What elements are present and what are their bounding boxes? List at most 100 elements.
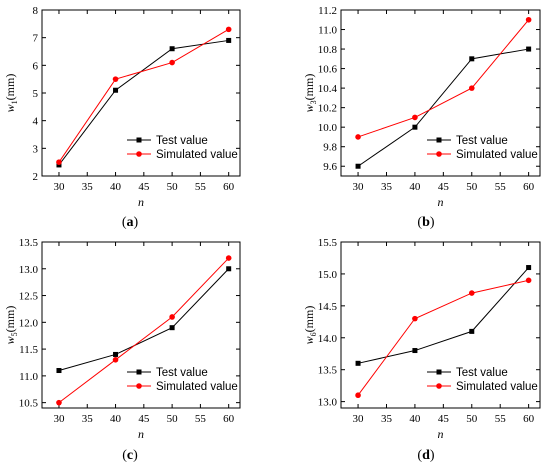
caption-letter: b	[422, 215, 430, 230]
y-axis-label: w5(mm)	[3, 306, 19, 345]
y-tick-label: 10.4	[318, 83, 338, 95]
data-point-simulated	[56, 399, 62, 406]
x-tick-label: 35	[82, 181, 94, 193]
legend-marker-square	[136, 137, 142, 143]
y-axis-label-unit: (mm)	[302, 306, 316, 333]
x-tick-label: 30	[53, 181, 65, 193]
y-tick-label: 11.0	[318, 25, 337, 37]
x-axis-label: n	[138, 195, 144, 209]
caption-letter: c	[127, 448, 133, 463]
x-tick-label: 50	[466, 181, 478, 193]
legend: Test value Simulated value	[127, 367, 238, 393]
x-tick-label: 40	[110, 413, 122, 425]
y-tick-label: 6	[33, 60, 39, 72]
data-point-test	[226, 266, 232, 272]
x-tick-label: 40	[409, 181, 421, 193]
y-tick-label: 11.5	[19, 344, 38, 356]
series-line-test	[357, 267, 530, 364]
x-tick-label: 35	[381, 181, 393, 193]
data-point-simulated	[468, 85, 475, 91]
x-tick-label: 35	[381, 413, 393, 425]
x-tick-label: 45	[438, 181, 450, 193]
data-point-simulated	[412, 114, 418, 121]
legend: Test value Simulated value	[427, 367, 538, 393]
data-point-test	[113, 87, 119, 93]
data-point-simulated	[112, 76, 119, 82]
y-axis-label-sub: 1	[10, 100, 19, 104]
x-tick-label: 45	[138, 413, 150, 425]
legend-label: Simulated value	[456, 149, 538, 161]
x-tick-label: 30	[353, 181, 365, 193]
legend-label: Simulated value	[156, 149, 238, 161]
y-tick-label: 10.5	[19, 398, 39, 410]
plot-frame	[41, 241, 241, 409]
caption-paren-close: )	[133, 448, 138, 463]
data-point-simulated	[225, 255, 232, 261]
y-axis-label-sub: 6	[309, 332, 318, 336]
caption-paren-open: (	[417, 448, 422, 463]
y-axis-label-unit: (mm)	[302, 74, 316, 101]
data-point-test	[113, 351, 119, 357]
x-axis-label: n	[138, 427, 144, 441]
data-point-test	[226, 37, 232, 43]
y-tick-label: 11.0	[19, 371, 38, 383]
caption-paren-open: (	[417, 215, 422, 230]
y-tick-label: 13.5	[318, 365, 338, 377]
legend-marker-circle	[436, 151, 442, 157]
data-point-test	[469, 56, 475, 62]
legend: Test value Simulated value	[427, 135, 538, 161]
x-tick-label: 50	[167, 181, 179, 193]
legend-marker-circle	[136, 383, 142, 389]
y-axis-label-sub: 5	[10, 332, 19, 336]
y-tick-label: 4	[33, 116, 39, 128]
legend-label: Test value	[456, 135, 508, 147]
caption-letter: d	[422, 448, 430, 463]
y-tick-label: 9.8	[323, 142, 337, 154]
data-point-simulated	[169, 314, 175, 320]
legend-marker-square	[436, 137, 442, 143]
y-axis-label-main: w	[302, 104, 316, 112]
data-point-test	[469, 328, 475, 334]
series-line-test	[58, 39, 229, 166]
panel-caption: (d)	[417, 448, 434, 463]
y-tick-label: 14.0	[318, 333, 338, 345]
y-tick-label: 13.0	[318, 397, 338, 409]
y-tick-label: 10.6	[318, 64, 338, 76]
y-axis-label-main: w	[3, 104, 17, 112]
data-point-test	[526, 46, 532, 52]
data-point-simulated	[112, 357, 119, 363]
y-axis-label-main: w	[302, 336, 316, 344]
legend-label: Test value	[156, 367, 208, 379]
series-line-simulated	[357, 19, 530, 138]
legend: Test value Simulated value	[127, 135, 238, 161]
data-point-test	[169, 46, 175, 52]
data-point-test	[526, 265, 532, 271]
x-tick-label: 55	[495, 413, 507, 425]
x-tick-label: 30	[353, 413, 365, 425]
y-tick-label: 11.2	[318, 5, 337, 17]
data-point-simulated	[225, 26, 232, 33]
y-tick-label: 8	[33, 5, 39, 17]
y-tick-label: 10.8	[318, 44, 338, 56]
caption-paren-open: (	[122, 215, 127, 230]
panel-caption: (b)	[417, 215, 434, 230]
x-tick-label: 50	[466, 413, 478, 425]
y-axis-label: w1(mm)	[3, 74, 19, 113]
legend-label: Simulated value	[456, 381, 538, 393]
chart-panel-3: 30 35 40 45 50 55 60 10.5 11.0 11.5 12.0 12.5 13.0 13…	[3, 237, 241, 463]
y-tick-label: 15.5	[318, 237, 338, 249]
data-point-test	[355, 163, 361, 169]
caption-paren-close: )	[430, 448, 435, 463]
x-tick-label: 55	[195, 181, 207, 193]
data-point-simulated	[525, 277, 532, 284]
series-line-simulated	[357, 279, 529, 396]
x-axis-label: n	[438, 427, 444, 441]
y-tick-label: 5	[33, 88, 39, 100]
y-tick-label: 2	[33, 171, 39, 183]
y-tick-label: 3	[33, 143, 39, 155]
chart-panel-4: 30 35 40 45 50 55 60 13.0 13.5 14.0 14.5 15.0 15.5 n w…	[302, 237, 541, 463]
legend-marker-square	[436, 369, 442, 375]
y-tick-label: 10.0	[318, 122, 338, 134]
y-tick-label: 13.0	[19, 264, 39, 276]
